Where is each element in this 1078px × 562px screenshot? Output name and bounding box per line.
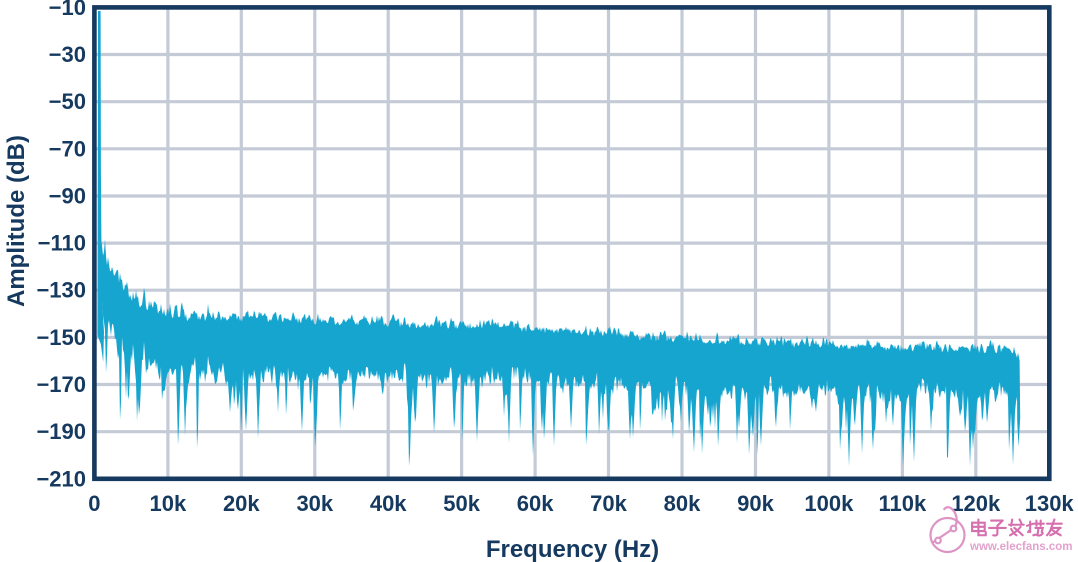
svg-text:Frequency (Hz): Frequency (Hz) bbox=[486, 536, 659, 562]
svg-text:−150: −150 bbox=[36, 325, 86, 350]
svg-text:80k: 80k bbox=[664, 491, 701, 516]
svg-text:www.elecfans.com: www.elecfans.com bbox=[969, 541, 1072, 553]
svg-text:50k: 50k bbox=[443, 491, 480, 516]
svg-text:−170: −170 bbox=[36, 372, 86, 397]
svg-text:10k: 10k bbox=[150, 491, 187, 516]
svg-text:110k: 110k bbox=[879, 491, 927, 516]
svg-text:−50: −50 bbox=[49, 89, 86, 114]
svg-text:−70: −70 bbox=[49, 136, 86, 161]
svg-text:Amplitude (dB): Amplitude (dB) bbox=[3, 135, 30, 307]
svg-text:130k: 130k bbox=[1025, 491, 1075, 516]
svg-text:90k: 90k bbox=[737, 491, 774, 516]
svg-text:20k: 20k bbox=[223, 491, 260, 516]
svg-text:−190: −190 bbox=[36, 419, 86, 444]
svg-text:−10: −10 bbox=[49, 0, 86, 20]
svg-text:−210: −210 bbox=[36, 466, 86, 491]
svg-text:70k: 70k bbox=[590, 491, 627, 516]
svg-text:120k: 120k bbox=[951, 491, 1001, 516]
svg-text:−90: −90 bbox=[49, 184, 86, 209]
svg-text:−130: −130 bbox=[36, 278, 86, 303]
svg-text:30k: 30k bbox=[296, 491, 333, 516]
svg-text:60k: 60k bbox=[517, 491, 554, 516]
svg-text:−30: −30 bbox=[49, 42, 86, 67]
svg-text:40k: 40k bbox=[370, 491, 407, 516]
svg-text:−110: −110 bbox=[38, 231, 86, 256]
svg-text:100k: 100k bbox=[804, 491, 854, 516]
svg-text:0: 0 bbox=[88, 491, 100, 516]
